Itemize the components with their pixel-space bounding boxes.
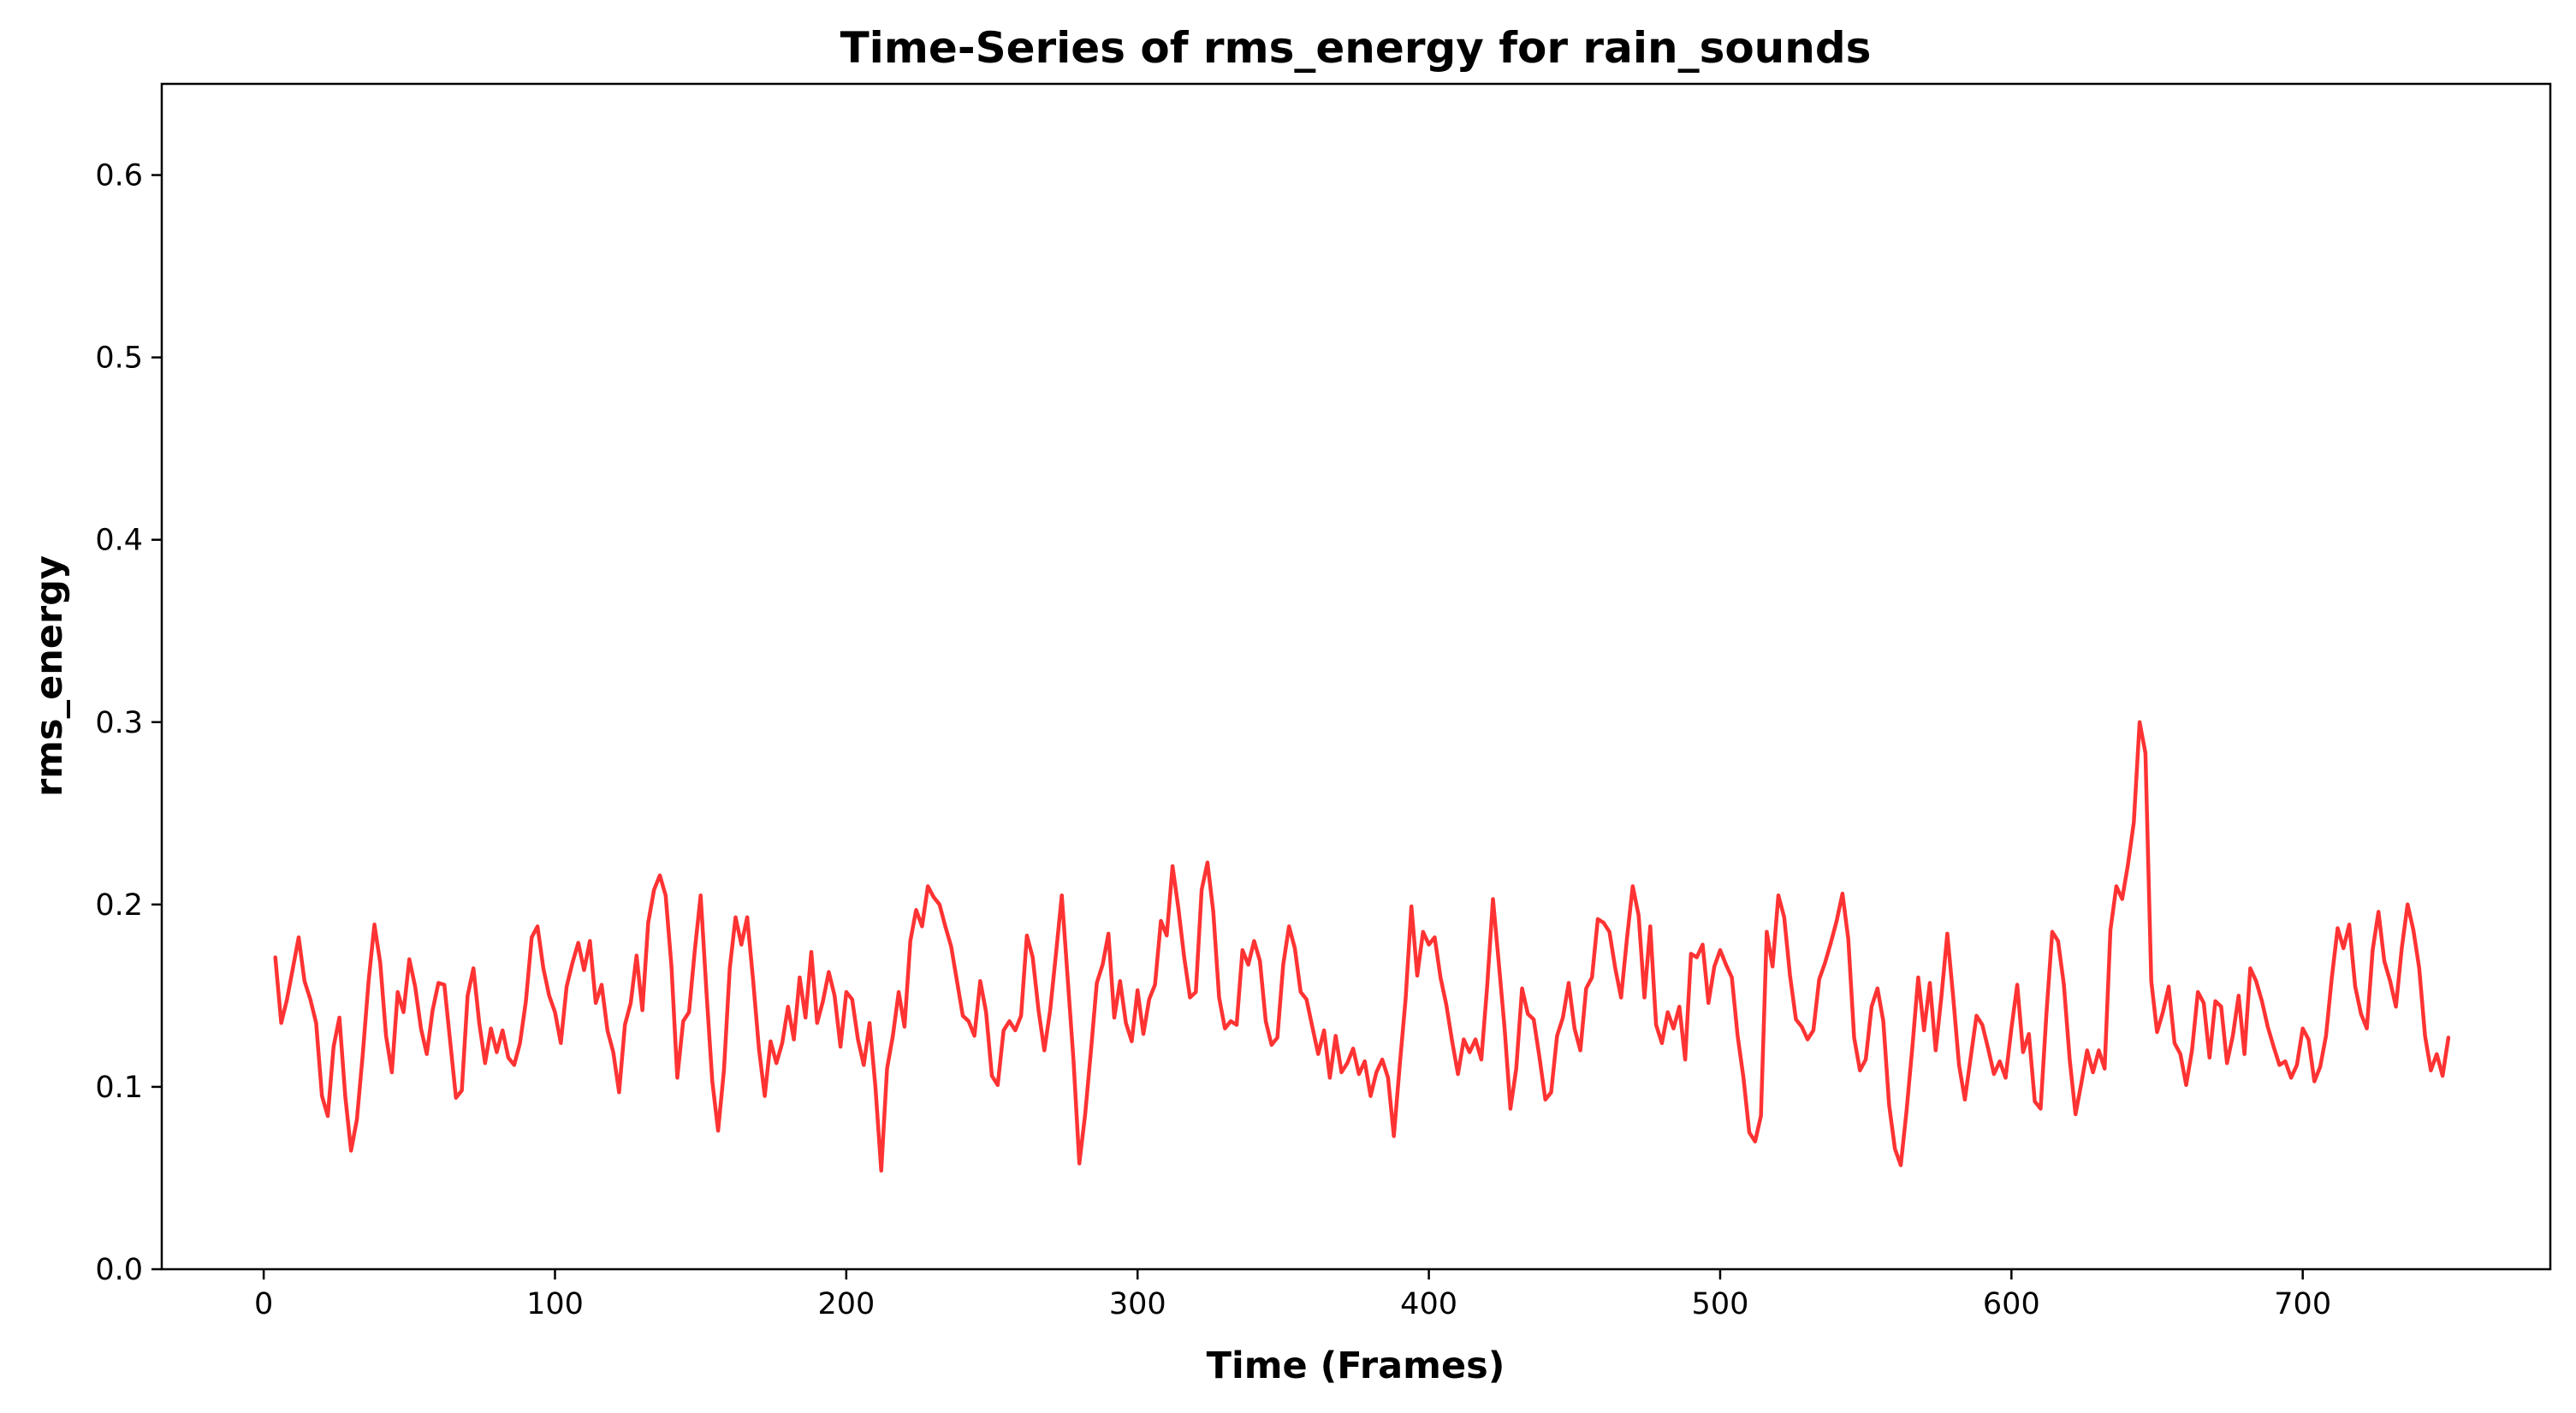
x-tick-label: 0: [254, 1287, 273, 1321]
x-tick-label: 100: [526, 1287, 584, 1321]
x-tick-label: 400: [1400, 1287, 1457, 1321]
y-tick-label: 0.2: [95, 888, 143, 923]
y-tick-label: 0.1: [95, 1071, 143, 1105]
y-tick-label: 0.0: [95, 1253, 143, 1287]
x-axis-ticks: 0 100 200 300 400 500 600 700: [254, 1269, 2331, 1321]
series-layer: [273, 720, 2451, 1173]
x-tick-label: 200: [817, 1287, 875, 1321]
x-tick-label: 500: [1692, 1287, 1749, 1321]
x-tick-label: 700: [2274, 1287, 2331, 1321]
series-line-rms_energy: [273, 720, 2451, 1173]
x-axis-label: Time (Frames): [1207, 1345, 1505, 1387]
chart-title: Time-Series of rms_energy for rain_sound…: [840, 23, 1872, 73]
y-axis-label: rms_energy: [28, 555, 71, 797]
x-tick-label: 300: [1109, 1287, 1166, 1321]
y-tick-label: 0.3: [95, 706, 143, 740]
plot-frame: [160, 82, 2552, 1271]
plot-area: [162, 84, 2550, 1269]
x-tick-label: 600: [1983, 1287, 2040, 1321]
y-tick-label: 0.5: [95, 341, 143, 376]
y-axis-ticks: 0.0 0.1 0.2 0.3 0.4 0.5 0.6: [95, 159, 162, 1287]
y-tick-label: 0.4: [95, 524, 143, 558]
y-tick-label: 0.6: [95, 159, 143, 193]
